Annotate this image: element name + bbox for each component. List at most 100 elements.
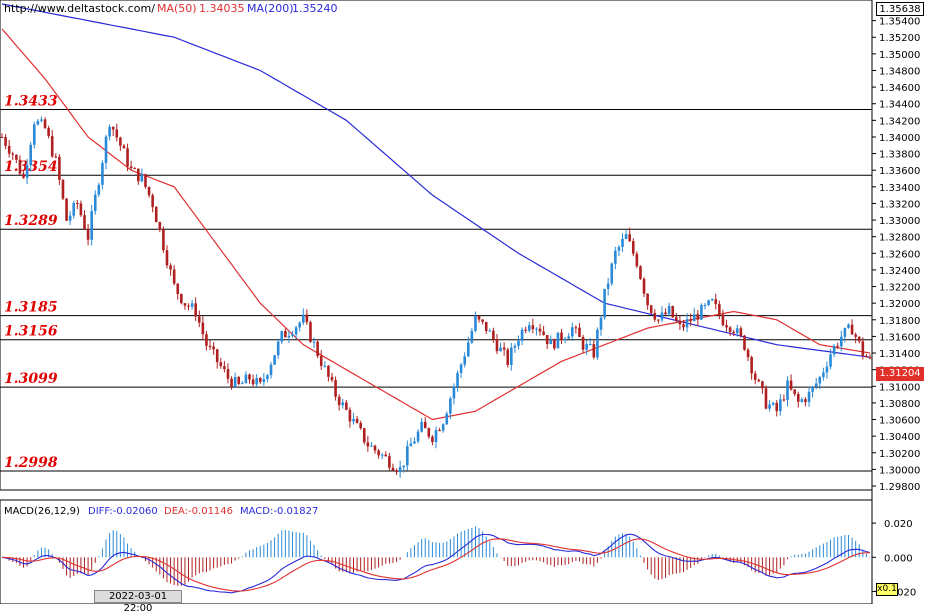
ma200-path (1, 3, 871, 358)
price-axis: 1.35400 1.35200 1.35000 1.34800 1.34600 1.344… (872, 17, 920, 493)
candle-bear (646, 293, 649, 306)
candle-bear (757, 379, 761, 382)
price-tick-label: 1.33800 (879, 150, 920, 161)
candle-bear (743, 335, 746, 350)
candle-bear (857, 336, 861, 342)
candle-bear (581, 336, 585, 350)
level-label: 1.2998 (4, 455, 58, 471)
candle-bull (255, 378, 258, 385)
candle-bull (291, 334, 294, 336)
candle-bear (373, 445, 377, 451)
candle-bear (230, 378, 233, 387)
price-tick-label: 1.30800 (879, 399, 920, 410)
candle-bull (596, 329, 599, 358)
candle-bear (362, 428, 366, 443)
candle-bull (585, 344, 588, 350)
candle-bear (718, 304, 721, 315)
candle-bull (563, 338, 567, 341)
candle-bear (388, 456, 391, 468)
candle-bear (775, 402, 779, 412)
candle-bull (470, 330, 474, 343)
macd-tick-label: 0.000 (884, 553, 913, 564)
candle-bull (93, 194, 97, 212)
candle-bull (599, 317, 603, 330)
candle-bear (366, 442, 370, 447)
macd-lines (1, 533, 871, 594)
candle-bear (219, 362, 223, 367)
macd-title: MACD(26,12,9) (4, 506, 80, 517)
current-price-label: 1.31204 (876, 367, 924, 381)
candle-bear (653, 313, 657, 320)
candle-bull (621, 238, 624, 247)
price-tick-label: 1.30000 (879, 465, 920, 476)
candle-bull (262, 379, 266, 382)
candle-bull (294, 327, 298, 335)
price-tick-label: 1.31800 (879, 316, 920, 327)
candle-bull (800, 399, 804, 402)
price-tick-label: 1.30400 (879, 432, 920, 443)
ma200-line (1, 3, 871, 358)
candle-bear (50, 136, 54, 157)
candle-bear (696, 314, 700, 320)
candle-bear (169, 265, 172, 270)
candle-bear (65, 198, 68, 221)
price-tick-label: 1.32600 (879, 249, 920, 260)
candle-bear (197, 316, 201, 323)
price-tick-label: 1.31600 (879, 332, 920, 343)
price-tick-label: 1.33000 (879, 216, 920, 227)
candle-bear (542, 331, 545, 336)
candle-bear (836, 345, 840, 347)
price-tick-label: 1.33400 (879, 183, 920, 194)
candle-bull (101, 162, 104, 185)
candle-bear (284, 331, 287, 338)
price-tick-label: 1.34600 (879, 83, 920, 94)
candle-bull (768, 404, 771, 409)
candle-bear (83, 215, 86, 230)
candle-bear (721, 314, 725, 326)
candle-bear (732, 331, 736, 334)
ma50-value: 1.34035 (199, 2, 245, 15)
candle-bear (309, 322, 312, 342)
candle-bull (244, 374, 248, 384)
price-tick-label: 1.34200 (879, 116, 920, 127)
candle-bear (162, 229, 165, 251)
candle-bull (108, 126, 111, 137)
candle-bear (431, 436, 434, 443)
candle-bull (513, 345, 517, 348)
candle-bear (868, 357, 872, 359)
candle-bull (380, 454, 384, 456)
candle-bear (194, 303, 197, 317)
candle-bull (517, 340, 520, 346)
level-label: 1.3289 (4, 213, 58, 229)
price-tick-label: 1.35400 (879, 17, 920, 28)
candle-bull (825, 366, 829, 373)
candle-bear (330, 376, 334, 381)
candle-bull (140, 174, 144, 182)
macd-value: MACD:-0.01827 (240, 506, 319, 517)
candle-bear (201, 322, 205, 335)
price-tick-label: 1.31400 (879, 349, 920, 360)
candle-bear (427, 428, 431, 437)
candle-bull (811, 386, 814, 392)
candle-bull (90, 211, 93, 240)
candle-bull (416, 431, 420, 442)
candle-bull (843, 327, 847, 337)
candle-bull (233, 376, 237, 387)
candle-bear (316, 341, 319, 357)
candle-bull (406, 446, 409, 466)
candle-bull (29, 144, 32, 166)
candle-bull (445, 413, 449, 425)
zoom-button[interactable]: x0.1 (876, 583, 898, 596)
site-label[interactable]: http://www.deltastock.com/ (4, 2, 155, 15)
candle-bear (481, 319, 484, 322)
candle-bear (158, 222, 162, 230)
candle-bull (588, 344, 592, 346)
candle-bear (574, 327, 578, 329)
candle-bull (527, 325, 531, 331)
candle-bull (241, 383, 244, 385)
candle-bull (449, 398, 452, 414)
candle-bear (334, 380, 337, 397)
candle-bull (520, 329, 524, 341)
price-tick-label: 1.32200 (879, 283, 920, 294)
